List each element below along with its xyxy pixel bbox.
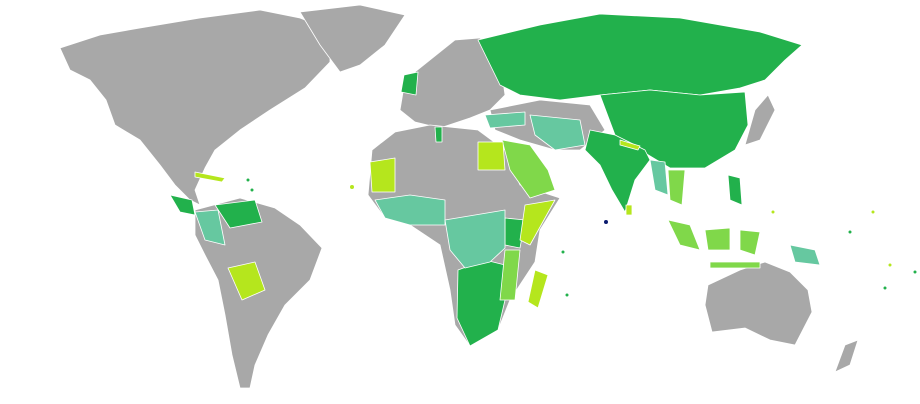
dark-green-regions xyxy=(169,13,803,347)
region-north-america xyxy=(59,9,331,206)
region-somalia xyxy=(519,199,556,246)
region-sri-lanka xyxy=(625,204,633,216)
region-greenland xyxy=(299,4,406,73)
region-southern-africa xyxy=(456,259,506,347)
region-central-africa xyxy=(444,209,506,269)
island-marker xyxy=(561,250,565,254)
island-marker xyxy=(883,286,887,290)
region-thailand xyxy=(667,169,686,206)
region-venezuela xyxy=(214,199,263,229)
region-myanmar xyxy=(649,159,669,196)
region-mozambique xyxy=(499,249,521,301)
island-marker xyxy=(888,263,892,267)
region-nepal xyxy=(619,139,641,151)
island-marker xyxy=(771,210,775,214)
region-saudi-arabia xyxy=(501,139,556,199)
region-papua xyxy=(789,244,821,266)
region-russia xyxy=(477,13,803,101)
region-madagascar xyxy=(527,269,549,309)
region-india xyxy=(584,129,651,213)
mid-green-regions xyxy=(499,139,761,301)
region-central-america xyxy=(169,194,196,216)
region-iran xyxy=(529,114,586,151)
region-colombia xyxy=(194,209,226,246)
island-marker xyxy=(246,178,250,182)
small-island-markers xyxy=(246,178,917,297)
island-marker xyxy=(565,293,569,297)
island-marker xyxy=(250,188,254,192)
island-marker xyxy=(913,270,917,274)
region-tunisia xyxy=(434,126,443,143)
region-australia xyxy=(704,261,813,346)
island-marker xyxy=(848,230,852,234)
island-marker xyxy=(871,210,875,214)
region-turkey xyxy=(484,111,526,129)
region-cuba xyxy=(194,171,226,183)
region-japan xyxy=(744,94,776,146)
lime-regions xyxy=(194,139,641,309)
region-west-africa xyxy=(374,194,446,226)
island-marker-maldives xyxy=(604,220,608,224)
teal-regions xyxy=(194,111,821,269)
region-indonesia xyxy=(667,219,761,269)
region-egypt xyxy=(477,141,506,171)
region-bolivia xyxy=(227,261,266,301)
region-new-zealand xyxy=(834,339,859,373)
island-marker xyxy=(350,185,354,189)
region-uk xyxy=(400,71,419,96)
region-mauritania xyxy=(369,157,396,193)
region-philippines xyxy=(727,174,743,206)
